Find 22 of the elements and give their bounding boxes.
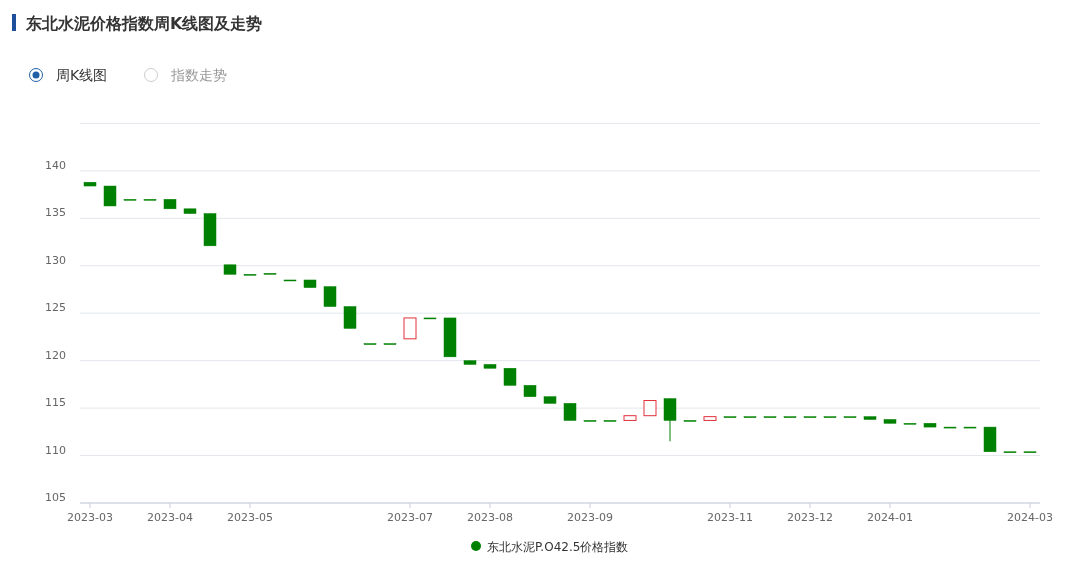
x-tick-label: 2024-03 bbox=[1007, 511, 1053, 524]
x-tick-label: 2023-03 bbox=[67, 511, 113, 524]
legend-label: 东北水泥P.O42.5价格指数 bbox=[487, 540, 629, 554]
y-tick-label: 110 bbox=[45, 443, 66, 457]
x-tick-label: 2023-09 bbox=[567, 511, 613, 524]
y-tick-label: 115 bbox=[45, 396, 66, 410]
x-tick-label: 2023-07 bbox=[387, 511, 433, 524]
x-tick-label: 2023-04 bbox=[147, 511, 193, 524]
x-tick-label: 2023-08 bbox=[467, 511, 513, 524]
y-tick-label: 105 bbox=[45, 491, 66, 504]
x-tick-label: 2024-01 bbox=[867, 511, 913, 524]
y-tick-label: 140 bbox=[45, 158, 66, 172]
y-tick-label: 130 bbox=[45, 253, 66, 267]
y-tick-label: 135 bbox=[45, 206, 66, 220]
y-tick-label: 125 bbox=[45, 301, 66, 315]
y-tick-label: 120 bbox=[45, 348, 66, 362]
text: 周K线图 bbox=[56, 67, 108, 83]
x-tick-label: 2023-05 bbox=[227, 511, 273, 524]
chart-title: 东北水泥价格指数周K线图及走势 bbox=[25, 14, 263, 33]
x-tick-label: 2023-11 bbox=[707, 511, 753, 524]
text: 指数走势 bbox=[170, 67, 227, 83]
x-tick-label: 2023-12 bbox=[787, 511, 833, 524]
